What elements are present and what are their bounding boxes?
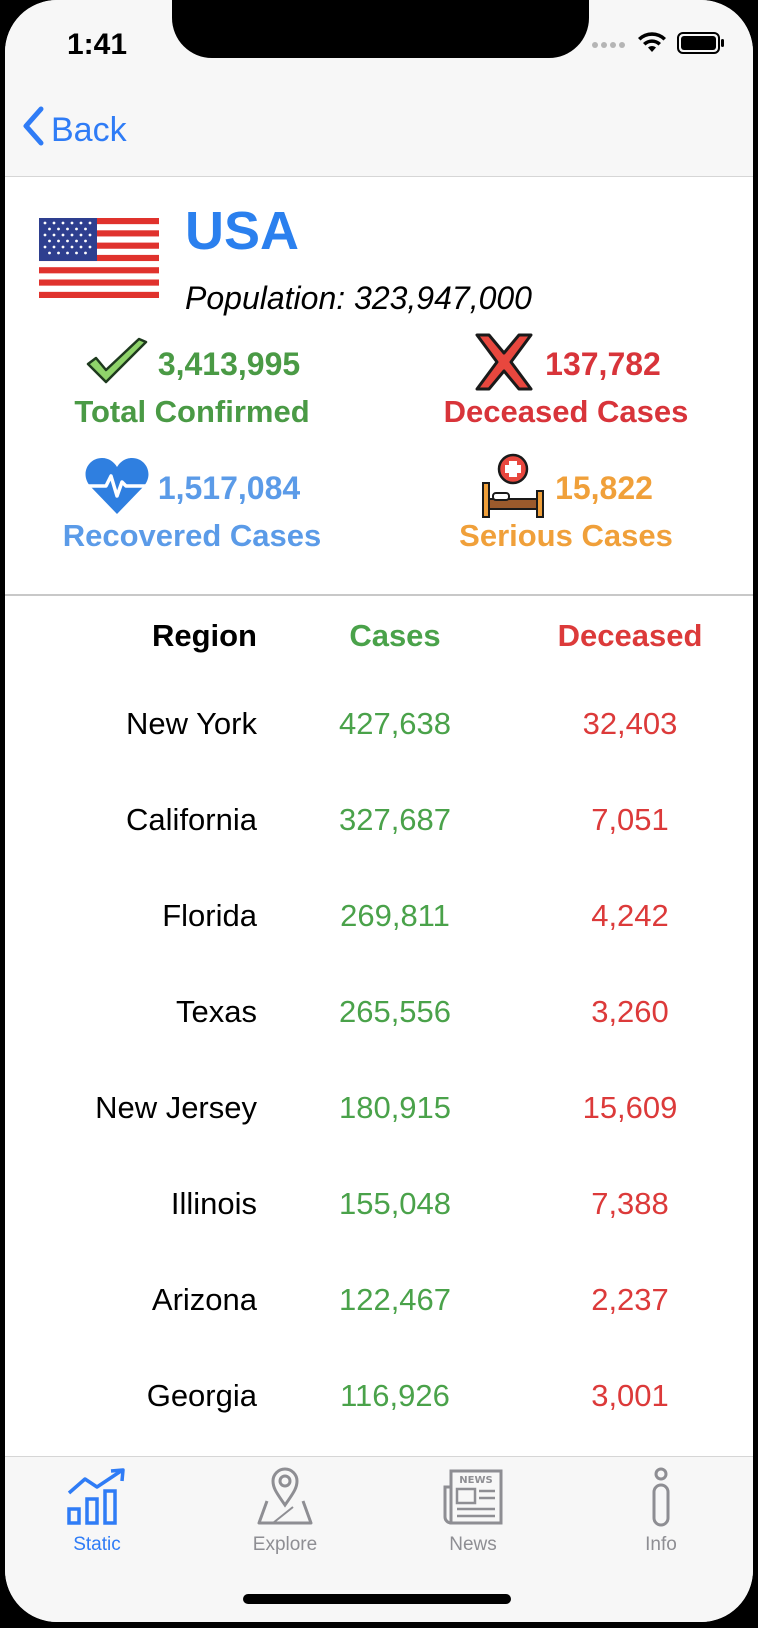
tab-info[interactable]: Info [601, 1467, 721, 1556]
table-row[interactable]: Florida 269,811 4,242 [5, 898, 753, 958]
back-button[interactable]: Back [21, 106, 127, 155]
row-region: Florida [162, 898, 257, 933]
back-label: Back [51, 111, 127, 149]
row-cases: 265,556 [338, 994, 452, 1029]
header-cases: Cases [349, 618, 441, 653]
wifi-icon [637, 32, 667, 59]
confirmed-label: Total Confirmed [74, 394, 310, 429]
tab-static[interactable]: Static [37, 1467, 157, 1556]
chevron-left-icon [21, 106, 45, 155]
row-deceased: 3,260 [591, 994, 669, 1029]
app-screen: 1:41 [5, 0, 753, 1622]
row-cases: 155,048 [338, 1186, 452, 1221]
row-deceased: 3,001 [591, 1378, 669, 1413]
table-row[interactable]: Illinois 155,048 7,388 [5, 1186, 753, 1246]
battery-icon [677, 32, 725, 59]
country-summary: USA Population: 323,947,000 3,413,995 To… [5, 176, 753, 596]
table-row[interactable]: Texas 265,556 3,260 [5, 994, 753, 1054]
country-name: USA [185, 201, 300, 261]
serious-value: 15,822 [555, 469, 653, 506]
row-cases: 180,915 [338, 1090, 452, 1125]
row-cases: 427,638 [338, 706, 452, 741]
home-indicator [243, 1594, 511, 1604]
row-region: New Jersey [95, 1090, 257, 1125]
row-deceased: 15,609 [582, 1090, 678, 1125]
deceased-label: Deceased Cases [443, 394, 689, 429]
tab-explore[interactable]: Explore [225, 1467, 345, 1556]
serious-label: Serious Cases [459, 518, 673, 553]
row-deceased: 7,051 [591, 802, 669, 837]
svg-text:NEWS: NEWS [459, 1475, 492, 1486]
tab-static-label: Static [73, 1534, 121, 1555]
header-region: Region [151, 618, 257, 653]
info-icon [629, 1467, 693, 1531]
row-region: Arizona [151, 1282, 257, 1317]
deceased-value: 137,782 [545, 345, 661, 382]
population-value: 323,947,000 [354, 280, 532, 316]
x-mark-icon [471, 331, 537, 398]
heart-pulse-icon [84, 456, 150, 521]
row-region: Texas [176, 994, 257, 1029]
tab-news[interactable]: NEWS News [413, 1467, 533, 1556]
navigation-bar: 1:41 [5, 0, 753, 177]
row-deceased: 7,388 [591, 1186, 669, 1221]
table-row[interactable]: Georgia 116,926 3,001 [5, 1378, 753, 1438]
map-pin-icon [253, 1467, 317, 1531]
stat-serious: 15,822 Serious Cases [379, 453, 753, 554]
chart-icon [65, 1468, 129, 1531]
row-deceased: 4,242 [591, 898, 669, 933]
recovered-label: Recovered Cases [62, 518, 322, 553]
confirmed-value: 3,413,995 [157, 345, 301, 382]
us-flag-icon [39, 218, 159, 303]
hospital-bed-icon [479, 453, 547, 524]
row-region: Illinois [170, 1186, 257, 1221]
table-row[interactable]: Arizona 122,467 2,237 [5, 1282, 753, 1342]
row-cases: 116,926 [340, 1378, 450, 1413]
recovered-value: 1,517,084 [157, 469, 301, 506]
signal-icon [591, 37, 627, 55]
row-cases: 327,687 [338, 802, 452, 837]
stat-total-confirmed: 3,413,995 Total Confirmed [5, 336, 379, 430]
device-notch [172, 0, 589, 58]
table-row[interactable]: New York 427,638 32,403 [5, 706, 753, 766]
tab-explore-label: Explore [252, 1534, 318, 1555]
tab-info-label: Info [645, 1534, 677, 1555]
row-deceased: 2,237 [591, 1282, 669, 1317]
population-text: Population: 323,947,000 [185, 280, 532, 317]
table-row[interactable]: New Jersey 180,915 15,609 [5, 1090, 753, 1150]
row-cases: 122,467 [338, 1282, 452, 1317]
row-region: New York [126, 706, 257, 741]
population-label: Population: [185, 280, 346, 316]
stat-recovered: 1,517,084 Recovered Cases [5, 457, 379, 554]
tab-news-label: News [449, 1534, 497, 1555]
row-cases: 269,811 [340, 898, 450, 933]
row-deceased: 32,403 [582, 706, 678, 741]
table-header-row: Region Cases Deceased [5, 618, 753, 678]
row-region: Georgia [146, 1378, 257, 1413]
table-row[interactable]: California 327,687 7,051 [5, 802, 753, 862]
checkmark-icon [84, 336, 150, 393]
status-time: 1:41 [67, 28, 128, 61]
header-deceased: Deceased [557, 618, 703, 653]
stat-deceased: 137,782 Deceased Cases [379, 333, 753, 430]
newspaper-icon: NEWS [441, 1469, 505, 1531]
status-icons [591, 32, 725, 59]
row-region: California [126, 802, 257, 837]
